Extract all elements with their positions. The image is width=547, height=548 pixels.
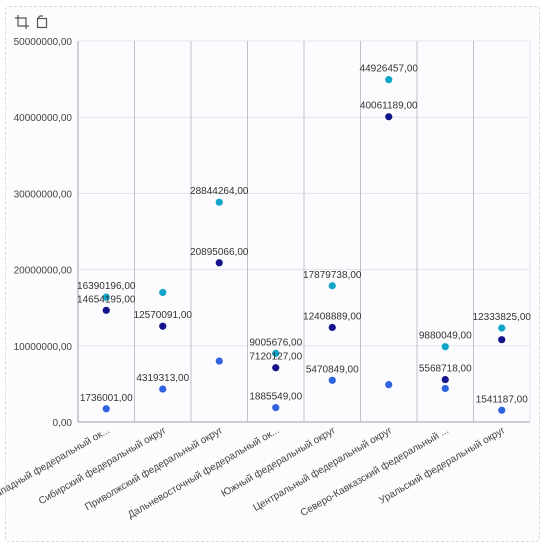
data-point[interactable]	[328, 376, 336, 384]
data-point[interactable]	[441, 384, 449, 393]
data-point[interactable]	[498, 336, 506, 344]
data-point[interactable]	[159, 288, 167, 297]
data-label: 40061189,00	[360, 101, 418, 112]
data-label: 44926457,00	[360, 64, 419, 75]
data-point[interactable]	[215, 259, 223, 267]
y-tick-label: 30000000,00	[14, 189, 73, 200]
y-tick-label: 0,00	[53, 418, 73, 429]
y-tick-label: 50000000,00	[14, 37, 73, 48]
data-point[interactable]	[385, 76, 393, 84]
data-point[interactable]	[441, 343, 449, 351]
data-label: 16390196,00	[77, 281, 136, 292]
data-point[interactable]	[159, 385, 167, 393]
data-point[interactable]	[272, 349, 280, 357]
data-point[interactable]	[102, 405, 110, 413]
chart-toolbar	[15, 15, 49, 29]
data-label: 1885549,00	[249, 392, 302, 403]
data-point[interactable]	[498, 324, 506, 332]
data-label: 4319313,00	[136, 373, 189, 384]
data-point[interactable]	[272, 404, 280, 412]
data-point[interactable]	[441, 375, 449, 384]
data-point[interactable]	[272, 364, 280, 372]
data-label: 5470849,00	[306, 364, 359, 375]
data-point[interactable]	[159, 322, 167, 330]
y-tick-label: 40000000,00	[14, 113, 73, 124]
data-point[interactable]	[328, 282, 336, 290]
restore-icon[interactable]	[35, 15, 49, 29]
data-label: 9880049,00	[419, 331, 472, 342]
data-point[interactable]	[328, 323, 336, 332]
data-label: 9005676,00	[249, 337, 302, 348]
y-tick-label: 10000000,00	[14, 342, 73, 353]
data-label: 1541187,00	[476, 394, 529, 405]
data-label: 12570091,00	[134, 310, 193, 321]
data-label: 5568718,00	[419, 364, 472, 375]
data-point[interactable]	[102, 293, 110, 301]
data-label: 12408889,00	[303, 311, 362, 322]
data-point[interactable]	[215, 198, 223, 206]
data-label: 7120127,00	[249, 352, 302, 363]
data-point[interactable]	[498, 406, 506, 414]
data-label: 1736001,00	[80, 393, 133, 404]
data-label: 12333825,00	[473, 312, 532, 323]
chart-panel	[5, 6, 540, 542]
y-tick-label: 20000000,00	[14, 266, 73, 277]
data-label: 20895066,00	[190, 247, 249, 258]
data-point[interactable]	[215, 357, 223, 365]
crop-icon[interactable]	[15, 15, 29, 29]
data-point[interactable]	[385, 381, 393, 389]
data-label: 28844264,00	[190, 186, 249, 197]
data-point[interactable]	[102, 306, 110, 314]
data-label: 17879738,00	[303, 270, 362, 281]
data-label: 14654195,00	[77, 294, 136, 305]
data-point[interactable]	[385, 113, 393, 121]
